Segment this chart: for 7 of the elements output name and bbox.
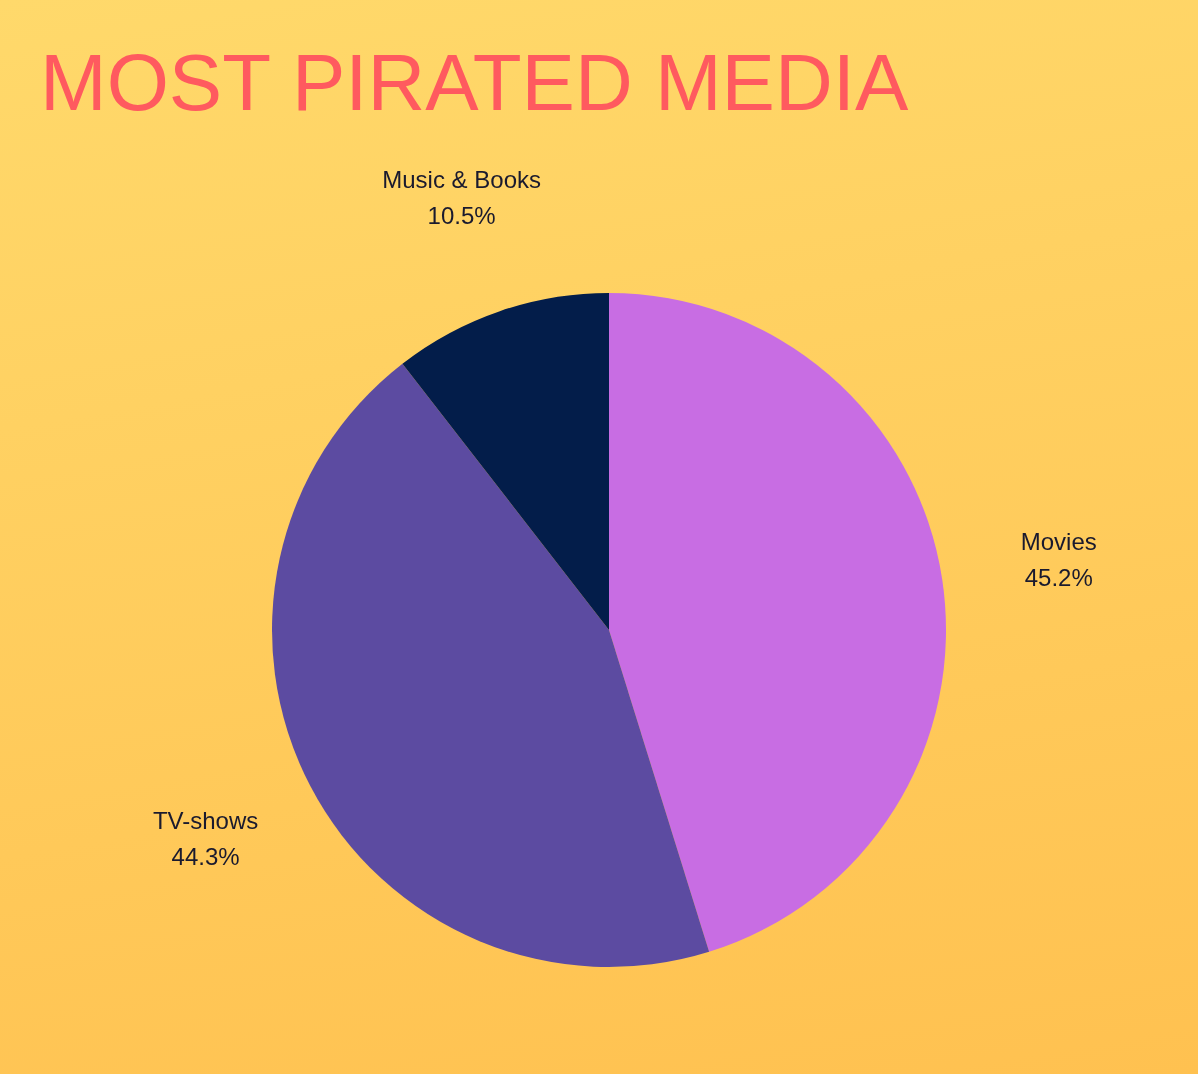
data-label: 44.3% <box>171 842 240 870</box>
slice-label: Music & Books <box>382 166 541 194</box>
slice-label: TV-shows <box>152 806 259 834</box>
slice-label: Movies <box>1020 528 1097 556</box>
chart-title: MOST PIRATED MEDIA <box>40 38 909 128</box>
data-label: 10.5% <box>427 202 496 230</box>
data-label: 45.2% <box>1024 564 1093 592</box>
